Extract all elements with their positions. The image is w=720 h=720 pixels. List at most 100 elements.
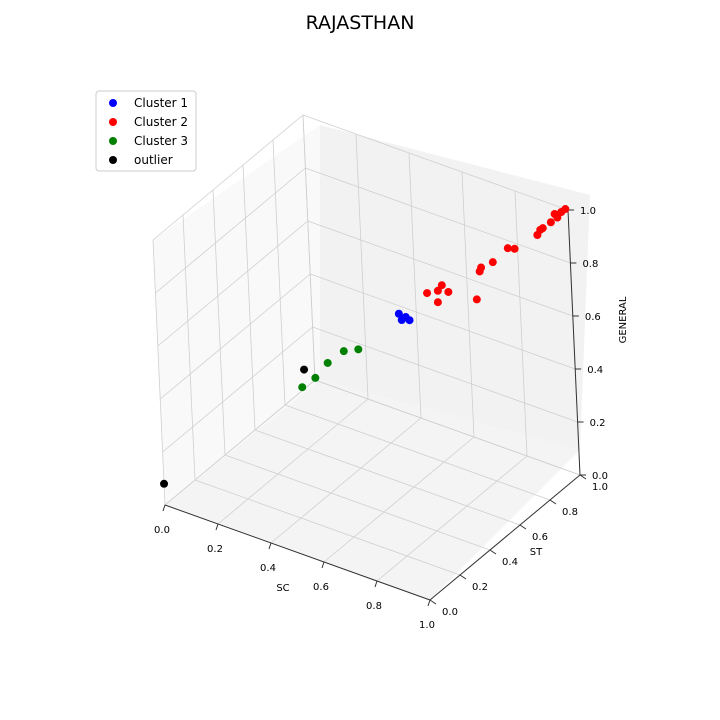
- floor-grid-line: [194, 479, 461, 576]
- z-tick-label: 1.0: [580, 206, 596, 217]
- legend-entry: outlier: [134, 153, 173, 167]
- left-grid-line: [157, 220, 309, 347]
- legend-marker: [109, 99, 117, 107]
- left-grid-line: [272, 139, 286, 406]
- chart-title: RAJASTHAN: [306, 12, 415, 34]
- floor-grid-line: [323, 436, 475, 563]
- y-tick-label: 0.2: [472, 582, 488, 593]
- x-tick-mark: [215, 523, 219, 531]
- x-tick-label: 0.8: [366, 601, 382, 612]
- data-point: [475, 267, 484, 276]
- back-grid-line: [310, 273, 576, 370]
- data-point: [339, 347, 348, 356]
- left-grid-line: [164, 379, 316, 506]
- data-point: [503, 244, 512, 253]
- left-grid-line: [242, 164, 256, 431]
- z-tick-label: 0.4: [587, 365, 603, 376]
- y-tick-mark: [459, 574, 467, 580]
- data-point: [472, 295, 481, 304]
- z-tick-label: 0.0: [592, 471, 608, 482]
- back-grid-line: [514, 190, 528, 457]
- x-tick-label: 0.4: [260, 563, 276, 574]
- data-points: [160, 205, 570, 488]
- y-tick-label: 0.0: [442, 607, 458, 618]
- left-grid-line: [155, 167, 306, 294]
- x-tick-mark: [268, 542, 272, 550]
- floor-grid-line: [314, 379, 581, 476]
- y-tick-mark: [549, 499, 557, 505]
- back-pane: [320, 125, 590, 450]
- y-tick-label: 0.8: [562, 507, 578, 518]
- floor-grid-line: [270, 417, 422, 544]
- z-axis-line: [567, 209, 581, 476]
- y-axis-label: ST: [530, 547, 543, 558]
- floor-grid-line: [224, 454, 491, 551]
- data-point: [433, 286, 442, 295]
- y-tick-mark: [489, 549, 497, 555]
- x-tick-label: 0.2: [207, 544, 223, 555]
- z-tick-label: 0.8: [582, 259, 598, 270]
- left-pane: [153, 125, 320, 505]
- data-point: [311, 373, 320, 382]
- legend-entry: Cluster 3: [134, 134, 188, 148]
- data-point: [433, 298, 442, 307]
- x-tick-label: 0.6: [313, 582, 329, 593]
- back-grid-line: [312, 326, 578, 423]
- data-point: [444, 287, 453, 296]
- back-grid-line: [461, 171, 475, 438]
- legend-box: [95, 90, 197, 172]
- left-grid-line: [212, 189, 226, 456]
- data-point: [405, 316, 414, 325]
- data-point: [298, 383, 307, 392]
- left-grid-line: [159, 273, 311, 400]
- floor-grid-line: [254, 429, 521, 526]
- legend-marker: [109, 118, 117, 126]
- legend: Cluster 1 Cluster 2 Cluster 3 outlier: [95, 90, 197, 172]
- y-tick-label: 1.0: [592, 482, 608, 493]
- y-tick-mark: [429, 599, 437, 605]
- x-tick-mark: [162, 504, 166, 512]
- back-grid-line: [305, 167, 571, 264]
- data-point: [354, 345, 363, 354]
- y-tick-mark: [519, 524, 527, 530]
- data-point: [437, 281, 446, 290]
- x-tick-label: 0.0: [154, 525, 170, 536]
- left-grid-line: [182, 214, 196, 481]
- x-tick-label: 1.0: [419, 620, 435, 631]
- data-point: [510, 244, 519, 253]
- floor-grid-line: [376, 455, 528, 582]
- data-point: [546, 218, 555, 227]
- back-grid-line: [408, 152, 422, 419]
- y-tick-label: 0.6: [532, 532, 548, 543]
- legend-marker: [109, 137, 117, 145]
- x-tick-mark: [374, 580, 378, 588]
- data-point: [323, 358, 332, 367]
- z-tick-label: 0.2: [590, 418, 606, 429]
- tick-labels: 0.00.20.40.60.81.00.00.20.40.60.81.00.00…: [154, 206, 608, 631]
- left-grid-line: [152, 114, 304, 241]
- back-grid-line: [355, 133, 369, 400]
- x-axis-line: [164, 504, 431, 601]
- legend-entry: Cluster 2: [134, 115, 188, 129]
- data-point: [423, 289, 432, 298]
- floor-grid-line: [284, 404, 551, 501]
- floor-grid-line: [217, 398, 369, 525]
- data-point: [160, 479, 169, 488]
- data-point: [557, 208, 566, 216]
- axis-lines: [162, 209, 587, 607]
- back-grid-line: [307, 220, 573, 317]
- z-axis-label: GENERAL: [618, 296, 629, 343]
- left-grid-line: [302, 114, 316, 381]
- y-axis-line: [429, 474, 581, 601]
- data-point: [488, 258, 497, 267]
- x-tick-mark: [427, 599, 431, 607]
- data-point: [394, 309, 403, 318]
- left-grid-line: [162, 326, 313, 453]
- grid-lines: [152, 114, 581, 601]
- z-tick-label: 0.6: [585, 312, 601, 323]
- data-point: [550, 210, 559, 218]
- left-grid-line: [152, 239, 166, 506]
- data-point: [300, 365, 309, 374]
- legend-entry: Cluster 1: [134, 96, 188, 110]
- legend-marker: [109, 156, 117, 164]
